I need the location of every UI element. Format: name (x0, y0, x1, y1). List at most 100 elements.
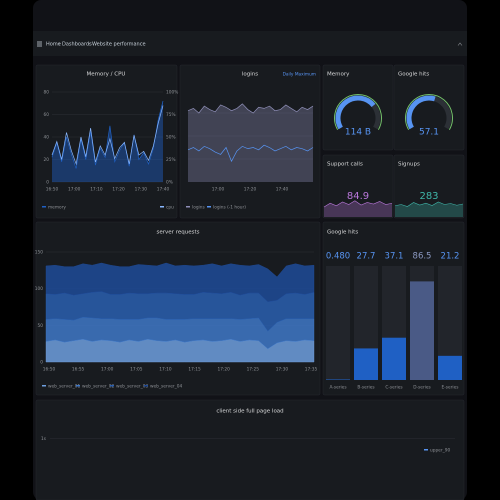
y2-tick-label: 75% (166, 112, 176, 118)
legend-label: cpu (166, 206, 174, 211)
menu-icon[interactable] (37, 41, 42, 47)
x-tick-label: 17:00 (101, 367, 114, 373)
nav-bar (33, 31, 467, 56)
panel-title: server requests (157, 230, 200, 236)
x-tick-label: 17:10 (159, 367, 172, 373)
legend-swatch (207, 206, 211, 208)
y-tick-label: 1s (41, 436, 47, 442)
x-tick-label: 17:30 (276, 367, 289, 373)
area (188, 103, 313, 182)
stacked-area (45, 262, 315, 303)
bar (382, 337, 406, 380)
line (51, 100, 164, 169)
threshold-arc (405, 94, 453, 130)
sparkline-area (324, 200, 392, 217)
x-tick-label: 17:40 (276, 187, 289, 193)
y-tick-label: 150 (35, 250, 43, 256)
legend-swatch (144, 385, 148, 387)
sparkline-area (395, 202, 463, 217)
panel (393, 64, 465, 151)
legend-label: logins (-1 hour) (213, 205, 246, 211)
panel-title: Support calls (327, 162, 363, 168)
line (187, 103, 314, 114)
x-tick-label: 16:50 (43, 367, 56, 373)
legend-swatch (186, 206, 190, 208)
panel-title: Signups (398, 162, 420, 168)
panel-title: client side full page load (216, 409, 283, 415)
bar-value: 37.1 (385, 252, 404, 262)
panel (35, 64, 178, 219)
bar-label: A-series (329, 385, 347, 391)
bar (438, 355, 462, 380)
bar-value: 0.480 (326, 252, 350, 262)
legend-swatch (42, 206, 46, 208)
panel (179, 64, 321, 219)
bar-label: C-series (385, 385, 403, 391)
panel-title: Memory (327, 72, 350, 78)
gauge-label: 114 B (345, 128, 371, 138)
x-tick-label: 17:35 (305, 367, 318, 373)
panel (322, 64, 394, 151)
panel (393, 154, 465, 219)
y-tick-label: 100 (35, 286, 43, 292)
legend-label: logins (192, 205, 205, 211)
x-tick-label: 17:15 (188, 367, 201, 373)
legend-swatch (76, 385, 80, 387)
x-tick-label: 17:00 (68, 187, 81, 193)
legend-swatch (42, 385, 46, 387)
x-tick-label: 16:50 (46, 187, 59, 193)
x-tick-label: 17:20 (244, 187, 257, 193)
panel (35, 399, 465, 500)
panel-title: Memory / CPU (87, 72, 126, 78)
panel-link[interactable]: Daily Maximum (283, 72, 316, 78)
stat-value: 283 (419, 191, 438, 202)
line (187, 144, 314, 163)
breadcrumb[interactable]: Home (46, 42, 61, 48)
bar-label: E-series (442, 385, 460, 391)
legend-label: web_server_03 (116, 384, 149, 390)
x-tick-label: 17:30 (135, 187, 148, 193)
bar-value: 21.2 (441, 252, 460, 262)
gauge-label: 57.1 (419, 128, 439, 138)
y-tick-label: 60 (44, 112, 50, 118)
sparkline (323, 200, 393, 208)
x-tick-label: 17:20 (217, 367, 230, 373)
bar-value: 27.7 (357, 252, 376, 262)
x-tick-label: 17:10 (90, 187, 103, 193)
panel (322, 154, 394, 219)
bar (410, 281, 434, 380)
gauge-value (335, 95, 376, 130)
separator (87, 42, 90, 46)
legend-label: web_server_02 (82, 384, 115, 390)
y-tick-label: 0 (40, 360, 43, 366)
y2-tick-label: 50% (166, 135, 176, 141)
gauge-value (406, 95, 436, 130)
y-tick-label: 40 (44, 135, 50, 141)
threshold-arc (334, 94, 382, 130)
collapse-icon[interactable] (457, 42, 463, 46)
breadcrumb: Website performance (92, 42, 146, 48)
x-tick-label: 17:20 (112, 187, 125, 193)
legend-label: upper_90 (430, 448, 450, 454)
bar (354, 348, 378, 380)
panel-title: Google hits (327, 230, 358, 236)
x-tick-label: 17:05 (130, 367, 143, 373)
x-tick-label: 17:00 (212, 187, 225, 193)
breadcrumb[interactable]: Dashboards (62, 42, 92, 48)
stat-value: 84.9 (347, 191, 369, 202)
y-tick-label: 20 (44, 157, 50, 163)
x-tick-label: 16:55 (72, 367, 85, 373)
legend-label: web_server_04 (150, 384, 183, 390)
legend-label: web_server_01 (48, 384, 81, 390)
bar-value: 86.5 (413, 252, 432, 262)
x-tick-label: 17:40 (157, 187, 170, 193)
separator (58, 42, 61, 46)
legend-label: memory (48, 205, 66, 211)
y2-tick-label: 100% (166, 90, 178, 96)
legend-swatch (424, 449, 428, 451)
y-tick-label: 0 (46, 180, 49, 186)
bar-track (326, 266, 350, 380)
line (51, 105, 164, 166)
